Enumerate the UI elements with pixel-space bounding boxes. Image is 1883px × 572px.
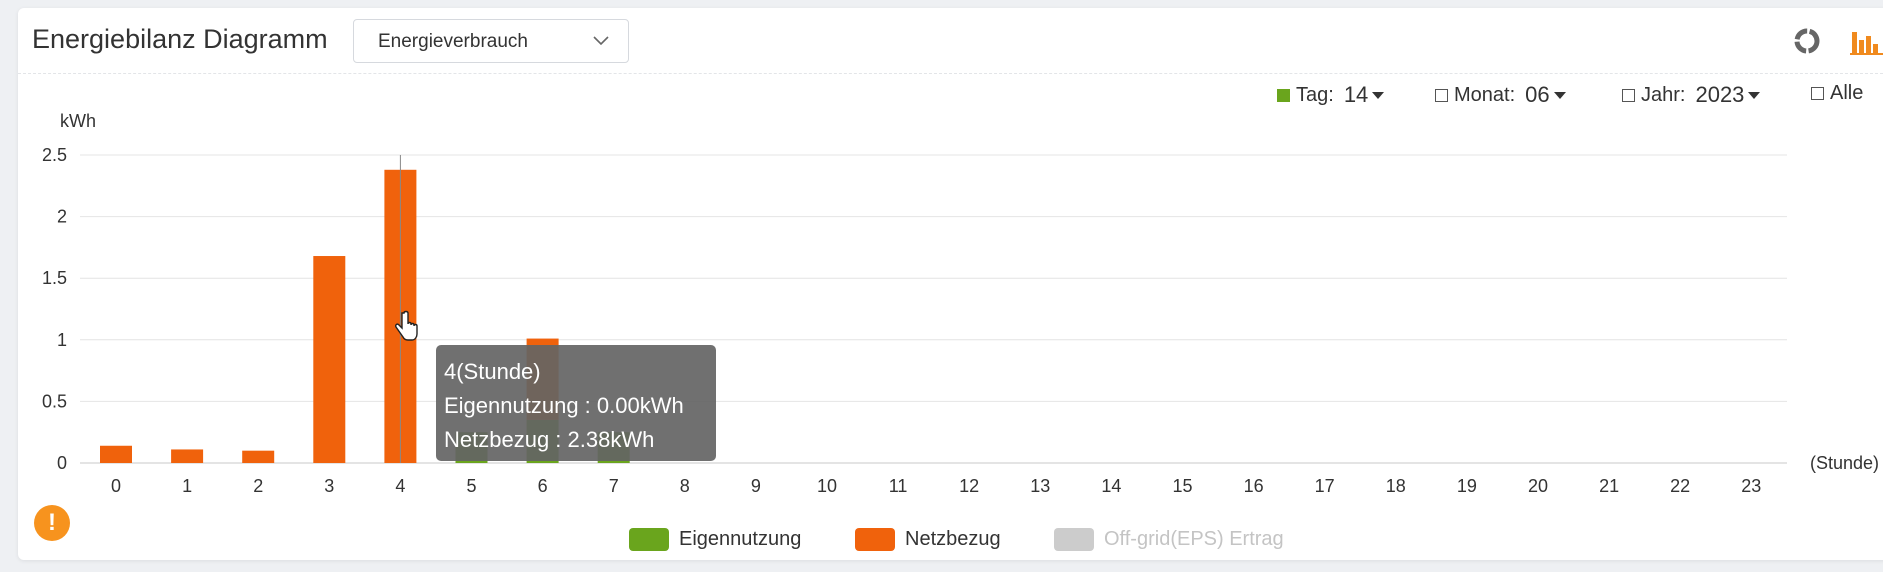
x-tick-label: 5 [466, 476, 476, 496]
tooltip-title: 4(Stunde) [444, 359, 541, 384]
day-dropdown-caret-icon[interactable] [1372, 91, 1385, 99]
x-tick-label: 4 [395, 476, 405, 496]
bar-netzbezug-1[interactable] [171, 449, 204, 463]
x-tick-label: 2 [253, 476, 263, 496]
x-tick-label: 10 [817, 476, 837, 496]
legend-item-netzbezug[interactable]: Netzbezug [855, 528, 1001, 551]
y-tick-label: 1.5 [42, 268, 67, 288]
x-tick-label: 17 [1315, 476, 1335, 496]
x-tick-label: 21 [1599, 476, 1619, 496]
day-checkbox[interactable] [1277, 88, 1290, 102]
x-tick-label: 3 [324, 476, 334, 496]
x-tick-label: 18 [1386, 476, 1406, 496]
chevron-down-icon [593, 36, 609, 46]
month-dropdown-caret-icon[interactable] [1553, 91, 1566, 99]
select-value: Energieverbrauch [378, 31, 528, 52]
filter-all[interactable]: Alle [1811, 82, 1863, 105]
month-checkbox[interactable] [1435, 88, 1448, 102]
legend-swatch-off-grid [1054, 528, 1094, 551]
filter-day[interactable]: Tag: 14 [1277, 82, 1385, 108]
x-tick-label: 19 [1457, 476, 1477, 496]
legend-swatch-netzbezug [855, 528, 895, 551]
legend-label-eigennutzung: Eigennutzung [679, 528, 802, 550]
x-tick-label: 11 [889, 476, 908, 496]
day-label: Tag: [1296, 83, 1334, 106]
month-label: Monat: [1454, 83, 1516, 106]
bar-chart-icon[interactable] [1850, 26, 1883, 61]
year-dropdown-caret-icon[interactable] [1748, 91, 1761, 99]
x-tick-label: 6 [538, 476, 548, 496]
day-value[interactable]: 14 [1343, 82, 1369, 107]
bar-netzbezug-3[interactable] [313, 256, 346, 463]
bar-chart: kWh (Stunde) 00.511.522.5 0 1 2 3 4 5 6 7 8 9 10 11… [42, 111, 1879, 496]
tooltip-line-eigennutzung: Eigennutzung : 0.00kWh [444, 393, 684, 418]
filter-month[interactable]: Monat: 06 [1435, 82, 1566, 108]
year-checkbox[interactable] [1622, 88, 1635, 102]
year-value[interactable]: 2023 [1695, 82, 1745, 107]
x-tick-label: 13 [1030, 476, 1050, 496]
x-tick-label: 15 [1172, 476, 1192, 496]
x-tick-label: 9 [751, 476, 761, 496]
y-axis-label: kWh [60, 111, 96, 131]
legend-swatch-eigennutzung [629, 528, 669, 551]
y-tick-label: 2 [57, 207, 67, 227]
filter-year[interactable]: Jahr: 2023 [1622, 82, 1761, 108]
y-tick-label: 0 [57, 453, 67, 473]
chart-type-select[interactable]: Energieverbrauch [353, 19, 629, 63]
page-title: Energiebilanz Diagramm [32, 24, 328, 54]
date-filters: Tag: 14 Monat: 06 Jahr: 2023 Alle [0, 80, 1883, 108]
year-label: Jahr: [1641, 83, 1686, 106]
legend-item-off-grid[interactable]: Off-grid(EPS) Ertrag [1054, 528, 1284, 551]
x-axis-label: (Stunde) [1810, 453, 1879, 473]
all-checkbox[interactable] [1811, 87, 1824, 100]
y-tick-label: 2.5 [42, 145, 67, 165]
all-label: Alle [1830, 82, 1864, 104]
x-tick-label: 7 [609, 476, 619, 496]
x-tick-label: 0 [111, 476, 121, 496]
bar-netzbezug-0[interactable] [100, 445, 132, 463]
legend-label-netzbezug: Netzbezug [905, 528, 1001, 550]
x-tick-label: 1 [182, 476, 192, 496]
y-tick-label: 1 [57, 330, 67, 350]
tooltip-line-netzbezug: Netzbezug : 2.38kWh [444, 427, 655, 452]
x-tick-label: 22 [1670, 476, 1690, 496]
header-divider [18, 73, 1883, 74]
x-tick-label: 14 [1101, 476, 1121, 496]
warning-icon[interactable]: ! [34, 505, 70, 541]
month-value[interactable]: 06 [1525, 82, 1550, 107]
donut-chart-icon[interactable] [1792, 26, 1822, 61]
chart-legend: Eigennutzung Netzbezug Off-grid(EPS) Ert… [0, 528, 1883, 556]
legend-item-eigennutzung[interactable]: Eigennutzung [629, 528, 801, 551]
x-tick-label: 20 [1528, 476, 1548, 496]
bar-netzbezug-2[interactable] [242, 450, 275, 463]
x-tick-label: 8 [680, 476, 690, 496]
chart-tooltip: 4(Stunde) Eigennutzung : 0.00kWh Netzbez… [436, 345, 716, 461]
x-tick-label: 16 [1244, 476, 1264, 496]
x-tick-label: 23 [1741, 476, 1761, 496]
hand-cursor-icon [394, 310, 420, 349]
y-tick-label: 0.5 [42, 391, 67, 411]
x-tick-label: 12 [959, 476, 979, 496]
legend-label-off-grid: Off-grid(EPS) Ertrag [1104, 528, 1284, 550]
